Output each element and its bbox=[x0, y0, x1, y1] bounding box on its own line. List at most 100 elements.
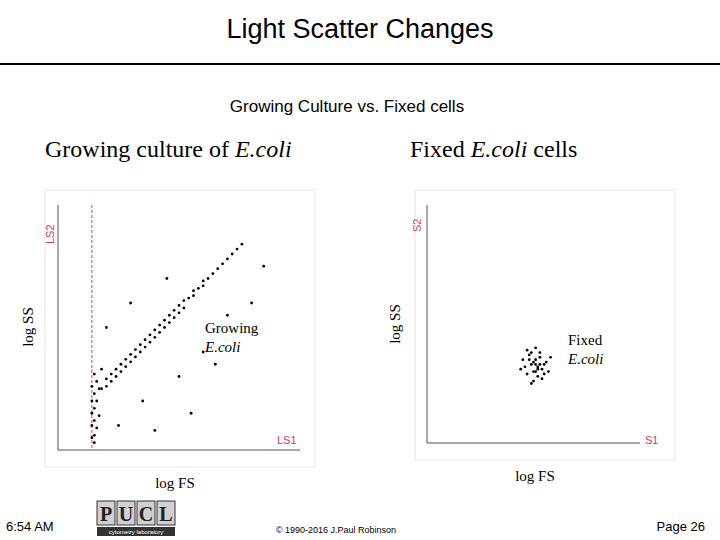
slide-title: Light Scatter Changes bbox=[226, 14, 493, 44]
x-axis bbox=[58, 450, 300, 451]
event-dot bbox=[226, 314, 229, 317]
plot-area bbox=[519, 346, 552, 385]
event-dot bbox=[144, 346, 147, 349]
logo-box bbox=[157, 501, 175, 525]
plot-image-frame bbox=[415, 190, 675, 460]
event-dot bbox=[93, 373, 96, 376]
event-dot bbox=[93, 419, 96, 422]
event-dot bbox=[536, 365, 539, 368]
event-dot bbox=[134, 356, 137, 359]
event-dot bbox=[105, 378, 108, 381]
event-dot bbox=[521, 358, 524, 361]
y-axis bbox=[58, 205, 59, 450]
footer-time: 6:54 AM bbox=[6, 519, 54, 534]
event-dot bbox=[226, 258, 229, 261]
event-dot bbox=[163, 326, 166, 329]
event-dot bbox=[168, 314, 171, 317]
event-dot bbox=[190, 412, 193, 415]
event-dot bbox=[163, 319, 166, 322]
x-label: log FS bbox=[515, 468, 555, 484]
event-dot bbox=[536, 375, 539, 378]
plot-image-frame bbox=[45, 190, 315, 467]
event-dot bbox=[532, 380, 535, 383]
event-dot bbox=[129, 353, 132, 356]
event-dot bbox=[144, 338, 147, 341]
event-dot bbox=[120, 363, 123, 366]
event-dot bbox=[158, 324, 161, 327]
event-dot bbox=[538, 356, 541, 359]
subtitle: Growing Culture vs. Fixed cells bbox=[230, 97, 464, 116]
page-number: Page 26 bbox=[657, 519, 705, 534]
event-dot bbox=[549, 356, 552, 359]
x-axis bbox=[427, 443, 640, 444]
event-dot bbox=[202, 280, 205, 283]
event-dot bbox=[110, 380, 113, 383]
event-dot bbox=[241, 243, 244, 246]
event-dot bbox=[543, 363, 546, 366]
event-dot bbox=[153, 429, 156, 432]
event-dot bbox=[124, 358, 127, 361]
copyright: © 1990-2016 J.Paul Robinson bbox=[276, 525, 396, 535]
event-dot bbox=[129, 360, 132, 363]
event-dot bbox=[178, 311, 181, 314]
event-dot bbox=[543, 373, 546, 376]
logo-box bbox=[137, 501, 155, 525]
event-dot bbox=[105, 326, 108, 329]
event-dot bbox=[139, 343, 142, 346]
event-dot bbox=[95, 380, 98, 383]
event-dot bbox=[524, 365, 527, 368]
event-dot bbox=[530, 363, 533, 366]
event-dot bbox=[211, 272, 214, 275]
event-dot bbox=[100, 368, 103, 371]
event-dot bbox=[236, 248, 239, 251]
event-dot bbox=[166, 277, 169, 280]
annotation: Growing bbox=[205, 320, 259, 336]
logo-box bbox=[117, 501, 135, 525]
event-dot bbox=[538, 363, 541, 366]
event-dot bbox=[538, 351, 541, 354]
event-dot bbox=[250, 302, 253, 305]
chart: Growing culture of E.colilog FSlog SSGro… bbox=[20, 136, 315, 491]
logo-letter: P bbox=[100, 503, 112, 525]
event-dot bbox=[115, 375, 118, 378]
event-dot bbox=[526, 373, 529, 376]
event-dot bbox=[95, 400, 98, 403]
event-dot bbox=[187, 297, 190, 300]
title-rule bbox=[0, 63, 720, 65]
event-dot bbox=[182, 299, 185, 302]
logo-letter: C bbox=[139, 503, 153, 525]
event-dot bbox=[532, 361, 535, 364]
event-dot bbox=[192, 294, 195, 297]
event-dot bbox=[124, 365, 127, 368]
chart: Fixed E.coli cellslog FSlog SSFixedE.col… bbox=[387, 136, 675, 484]
logo-letter: L bbox=[159, 503, 172, 525]
event-dot bbox=[173, 316, 176, 319]
event-dot bbox=[541, 368, 544, 371]
event-dot bbox=[90, 400, 93, 403]
event-dot bbox=[545, 361, 548, 364]
title-part: E.coli bbox=[234, 136, 292, 162]
chart-title: Growing culture of E.coli bbox=[45, 136, 292, 162]
event-dot bbox=[90, 424, 93, 427]
event-dot bbox=[547, 370, 550, 373]
event-dot bbox=[129, 302, 132, 305]
event-dot bbox=[134, 348, 137, 351]
annotation: Fixed bbox=[568, 332, 603, 348]
event-dot bbox=[221, 262, 224, 265]
event-dot bbox=[178, 304, 181, 307]
event-dot bbox=[182, 307, 185, 310]
event-dot bbox=[149, 341, 152, 344]
event-dot bbox=[105, 385, 108, 388]
logo-caption-bar bbox=[97, 527, 175, 536]
event-dot bbox=[93, 407, 96, 410]
event-dot bbox=[207, 277, 210, 280]
param-label-x: LS1 bbox=[277, 434, 297, 446]
y-label: log SS bbox=[20, 307, 36, 347]
event-dot bbox=[139, 351, 142, 354]
y-label: log SS bbox=[387, 304, 403, 344]
event-dot bbox=[541, 377, 544, 380]
event-dot bbox=[534, 358, 537, 361]
logo-box bbox=[97, 501, 115, 525]
gate-line bbox=[91, 205, 92, 450]
event-dot bbox=[534, 363, 537, 366]
